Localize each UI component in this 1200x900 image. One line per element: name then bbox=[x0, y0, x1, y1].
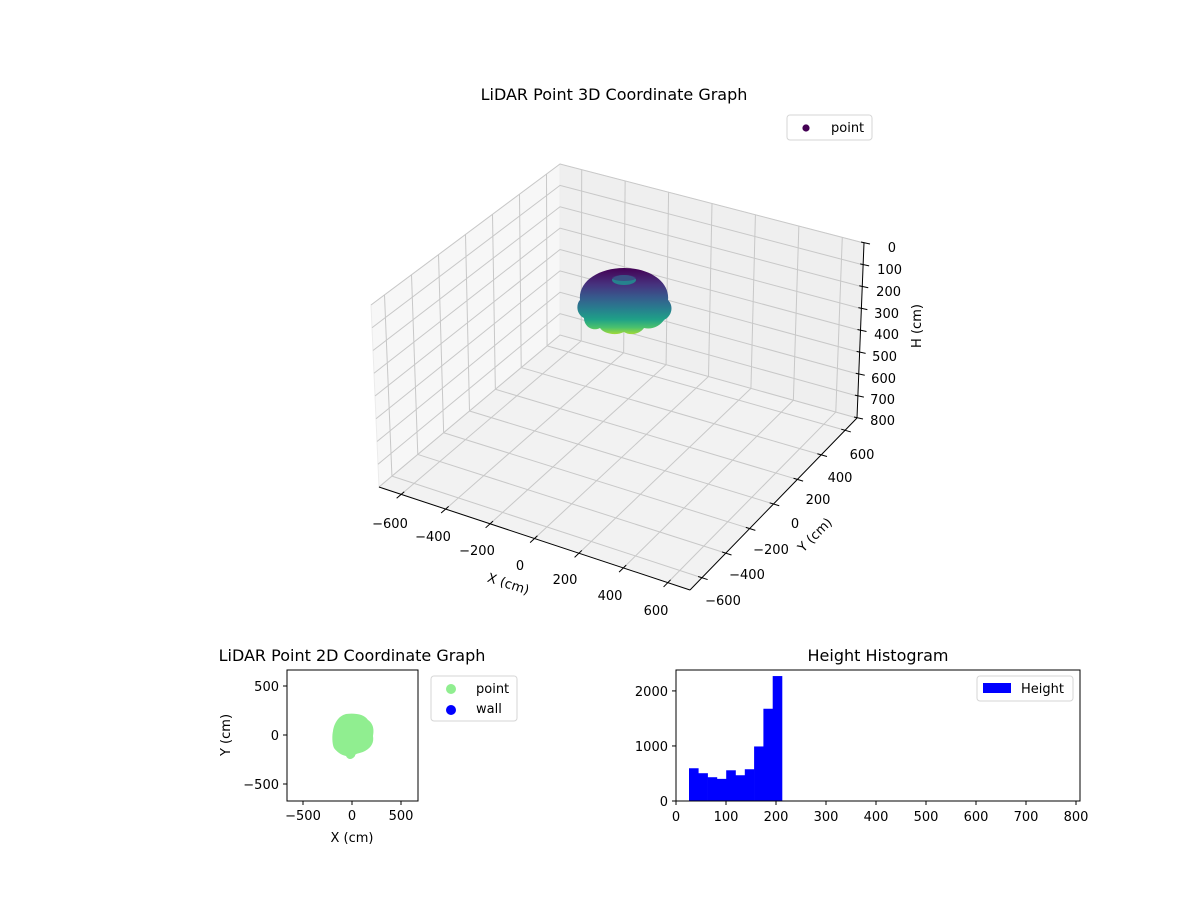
svg-text:200: 200 bbox=[553, 573, 578, 588]
histogram-bars bbox=[689, 676, 783, 801]
histogram-y-ticks: 0 1000 2000 bbox=[635, 685, 676, 810]
grid-3d bbox=[370, 163, 865, 583]
histogram-x-tick-label: 500 bbox=[914, 810, 939, 825]
legend-label-height: Height bbox=[1021, 682, 1064, 697]
histogram-x-tick-label: 800 bbox=[1064, 810, 1089, 825]
svg-text:500: 500 bbox=[254, 680, 279, 695]
histogram-y-tick-label: 0 bbox=[660, 795, 668, 810]
svg-text:800: 800 bbox=[870, 414, 895, 429]
y-axis-label-3d: Y (cm) bbox=[795, 515, 836, 556]
histogram-bar bbox=[716, 778, 727, 801]
svg-text:−600: −600 bbox=[372, 517, 408, 532]
plot-3d: LiDAR Point 3D Coordinate Graph bbox=[370, 85, 925, 619]
histogram-x-tick-label: 400 bbox=[864, 810, 889, 825]
svg-text:200: 200 bbox=[806, 493, 831, 508]
svg-text:0: 0 bbox=[516, 559, 524, 574]
svg-text:700: 700 bbox=[870, 393, 895, 408]
histogram-y-tick-label: 2000 bbox=[635, 685, 668, 700]
histogram-bar bbox=[744, 769, 755, 801]
legend-marker-point-2d bbox=[446, 684, 456, 694]
svg-text:−400: −400 bbox=[415, 530, 451, 545]
svg-text:−500: −500 bbox=[285, 809, 321, 824]
histogram-bar bbox=[698, 773, 708, 801]
histogram-x-ticks: 0 100 200 300 400 500 600 700 800 bbox=[672, 801, 1089, 825]
histogram-x-tick-label: 100 bbox=[714, 810, 739, 825]
histogram-x-tick-label: 0 bbox=[672, 810, 680, 825]
svg-text:0: 0 bbox=[888, 241, 896, 256]
histogram-y-tick-label: 1000 bbox=[635, 740, 668, 755]
plot-2d: LiDAR Point 2D Coordinate Graph −500 0 5… bbox=[219, 646, 518, 846]
legend-label-wall-2d: wall bbox=[476, 702, 502, 717]
y-tick-labels-2d: 500 0 −500 bbox=[243, 680, 279, 793]
plot-2d-title: LiDAR Point 2D Coordinate Graph bbox=[219, 646, 486, 665]
svg-text:−600: −600 bbox=[705, 594, 741, 609]
svg-text:400: 400 bbox=[598, 589, 623, 604]
y-axis-label-2d: Y (cm) bbox=[219, 714, 234, 757]
svg-text:−400: −400 bbox=[729, 568, 765, 583]
plot-2d-ticks bbox=[283, 685, 402, 805]
svg-text:600: 600 bbox=[871, 372, 896, 387]
y-tick-labels-3d: −600 −400 −200 0 200 400 600 bbox=[705, 448, 874, 609]
svg-text:200: 200 bbox=[876, 285, 901, 300]
svg-text:0: 0 bbox=[348, 809, 356, 824]
svg-text:−500: −500 bbox=[243, 778, 279, 793]
svg-text:400: 400 bbox=[828, 471, 853, 486]
point-cloud-3d bbox=[577, 268, 672, 335]
histogram-bar bbox=[707, 777, 718, 801]
axis-ticks-3d bbox=[396, 241, 871, 588]
svg-text:500: 500 bbox=[872, 350, 897, 365]
svg-text:600: 600 bbox=[644, 604, 669, 619]
legend-2d: point wall bbox=[430, 675, 518, 722]
point-blob-2d bbox=[332, 713, 374, 759]
histogram-bar bbox=[772, 676, 783, 801]
histogram-bar bbox=[754, 746, 764, 801]
x-axis-label-2d: X (cm) bbox=[331, 831, 374, 846]
svg-text:0: 0 bbox=[271, 729, 279, 744]
legend-marker-height bbox=[983, 683, 1011, 693]
legend-label-point-3d: point bbox=[831, 121, 864, 136]
plot-3d-title: LiDAR Point 3D Coordinate Graph bbox=[481, 85, 748, 104]
histogram-x-tick-label: 300 bbox=[814, 810, 839, 825]
svg-text:−200: −200 bbox=[459, 544, 495, 559]
histogram-x-tick-label: 600 bbox=[964, 810, 989, 825]
histogram-x-tick-label: 200 bbox=[764, 810, 789, 825]
histogram-x-tick-label: 700 bbox=[1014, 810, 1039, 825]
legend-marker-point-3d bbox=[802, 124, 810, 132]
plot-histogram: Height Histogram 0 100 200 300 400 500 600 700 8… bbox=[635, 646, 1089, 825]
svg-text:600: 600 bbox=[850, 448, 875, 463]
legend-3d: point bbox=[786, 114, 873, 141]
svg-text:100: 100 bbox=[877, 263, 902, 278]
x-tick-labels-3d: −600 −400 −200 0 200 400 600 bbox=[372, 517, 668, 619]
svg-text:400: 400 bbox=[874, 328, 899, 343]
z-tick-labels-3d: 0 100 200 300 400 500 600 700 800 bbox=[870, 241, 902, 429]
x-axis-label-3d: X (cm) bbox=[485, 571, 531, 599]
svg-text:300: 300 bbox=[874, 307, 899, 322]
svg-text:0: 0 bbox=[791, 517, 799, 532]
svg-text:−200: −200 bbox=[753, 543, 789, 558]
histogram-bar bbox=[726, 770, 736, 801]
z-axis-label-3d: H (cm) bbox=[910, 304, 925, 348]
histogram-bar bbox=[735, 775, 746, 801]
histogram-bar bbox=[689, 768, 699, 801]
legend-histogram: Height bbox=[976, 675, 1074, 702]
x-tick-labels-2d: −500 0 500 bbox=[285, 809, 413, 824]
legend-marker-wall-2d bbox=[446, 705, 456, 715]
histogram-title: Height Histogram bbox=[808, 646, 949, 665]
histogram-bar bbox=[763, 708, 773, 801]
legend-label-point-2d: point bbox=[476, 682, 509, 697]
svg-text:500: 500 bbox=[389, 809, 414, 824]
histogram-axes bbox=[675, 669, 1081, 802]
